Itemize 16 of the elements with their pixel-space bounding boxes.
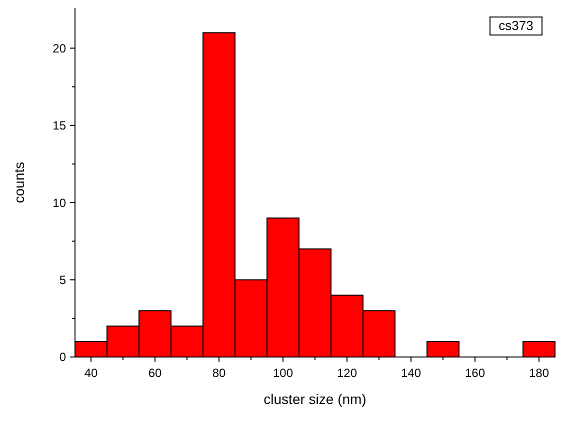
x-tick-label: 140: [400, 366, 422, 380]
x-tick-label: 100: [272, 366, 294, 380]
x-axis-title: cluster size (nm): [264, 391, 366, 407]
x-tick-label: 160: [464, 366, 486, 380]
x-tick-label: 120: [336, 366, 358, 380]
y-tick-label: 20: [52, 41, 66, 56]
y-axis-title: counts: [11, 162, 27, 204]
y-tick-label: 15: [52, 118, 66, 133]
y-tick-label: 10: [52, 196, 66, 210]
x-tick-label: 60: [148, 366, 162, 380]
x-tick-label: 180: [528, 366, 550, 380]
annotation: cs373: [498, 18, 534, 33]
y-tick-label: 0: [59, 350, 66, 364]
x-tick-label: 80: [212, 366, 226, 380]
y-tick-label: 5: [59, 272, 66, 287]
x-tick-label: 40: [84, 366, 98, 380]
